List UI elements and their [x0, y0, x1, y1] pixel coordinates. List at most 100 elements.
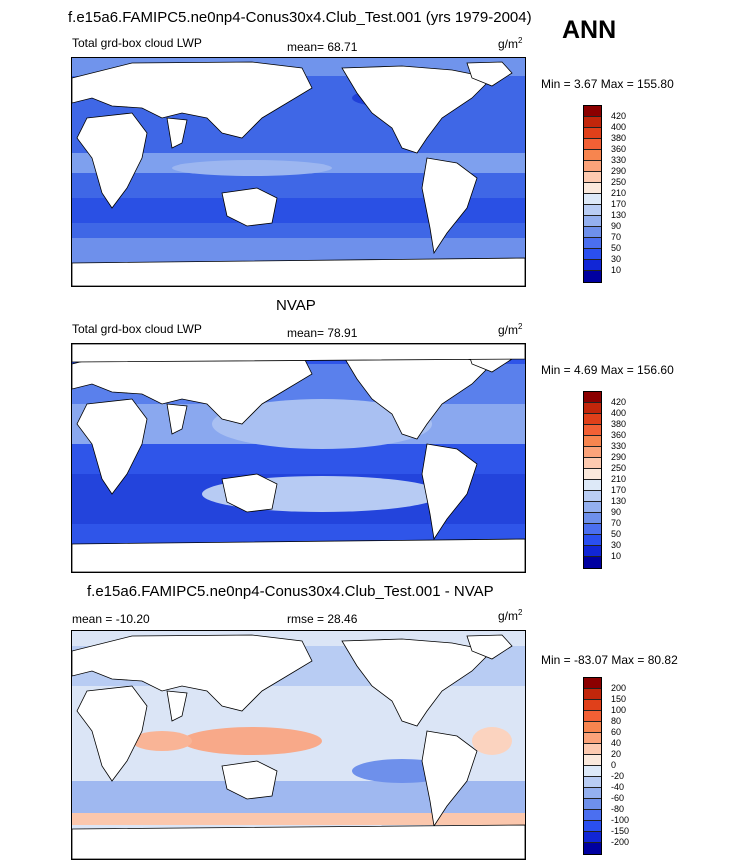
panel2-colorbar-label: 70 [611, 518, 622, 528]
panel1-colorbar-bin [584, 271, 601, 282]
panel1-colorbar-bin [584, 150, 601, 161]
panel1-colorbar-label: 380 [611, 133, 627, 143]
panel3-colorbar-bin [584, 843, 601, 854]
panel3-colorbar-bin [584, 733, 601, 744]
panel2-colorbar-label: 290 [611, 452, 627, 462]
panel1-colorbar-label: 30 [611, 254, 622, 264]
panel1-colorbar-bin [584, 161, 601, 172]
panel1-colorbar-label: 170 [611, 199, 627, 209]
panel2-colorbar-label: 10 [611, 551, 622, 561]
panel1-colorbar-label: 90 [611, 221, 622, 231]
panel1-variable-label: Total grd-box cloud LWP [72, 36, 202, 50]
panel2-colorbar-label: 250 [611, 463, 627, 473]
panel1-map-svg [72, 58, 525, 286]
panel2-colorbar-bin [584, 425, 601, 436]
panel3-colorbar [583, 677, 602, 855]
panel2-colorbar-bin [584, 414, 601, 425]
panel1-colorbar-bin [584, 106, 601, 117]
panel3-colorbar-label: 100 [611, 705, 627, 715]
panel1-colorbar-label: 420 [611, 111, 627, 121]
panel3-colorbar-bin [584, 744, 601, 755]
panel3-colorbar-label: 0 [611, 760, 617, 770]
panel1-title: f.e15a6.FAMIPC5.ne0np4-Conus30x4.Club_Te… [68, 9, 532, 26]
panel2-title: NVAP [276, 297, 316, 314]
panel1-colorbar-label: 360 [611, 144, 627, 154]
panel1-colorbar-bin [584, 205, 601, 216]
panel3-colorbar-bin [584, 810, 601, 821]
panel2-colorbar-bin [584, 447, 601, 458]
panel3-colorbar-bin [584, 700, 601, 711]
panel3-colorbar-label: -200 [611, 837, 630, 847]
panel1-colorbar-label: 70 [611, 232, 622, 242]
panel2-colorbar-label: 380 [611, 419, 627, 429]
panel3-colorbar-bin [584, 711, 601, 722]
panel1-colorbar-label: 130 [611, 210, 627, 220]
panel3-colorbar-bin [584, 799, 601, 810]
panel1-colorbar-bin [584, 139, 601, 150]
panel1-colorbar-label: 250 [611, 177, 627, 187]
panel2-colorbar-label: 210 [611, 474, 627, 484]
panel1-colorbar-label: 10 [611, 265, 622, 275]
panel3-colorbar-label: -60 [611, 793, 625, 803]
panel2-colorbar-bin [584, 403, 601, 414]
panel2-colorbar-bin [584, 458, 601, 469]
panel1-colorbar-bin [584, 227, 601, 238]
panel1-units: g/m2 [498, 36, 523, 51]
panel3-colorbar-label: 40 [611, 738, 622, 748]
panel3-colorbar-label: -150 [611, 826, 630, 836]
panel3-colorbar-bin [584, 788, 601, 799]
panel3-colorbar-bin [584, 689, 601, 700]
panel1-colorbar-bin [584, 183, 601, 194]
panel2-colorbar-bin [584, 392, 601, 403]
panel2-minmax: Min = 4.69 Max = 156.60 [541, 363, 674, 377]
panel2-colorbar-bin [584, 513, 601, 524]
panel2-colorbar-bin [584, 436, 601, 447]
panel2-colorbar-bin [584, 469, 601, 480]
panel3-minmax: Min = -83.07 Max = 80.82 [541, 653, 678, 667]
panel3-colorbar-bin [584, 766, 601, 777]
panel3-colorbar-label: 20 [611, 749, 622, 759]
panel2-colorbar-bin [584, 480, 601, 491]
panel3-rmse: rmse = 28.46 [287, 612, 358, 626]
panel2-colorbar-label: 330 [611, 441, 627, 451]
panel1-colorbar-label: 290 [611, 166, 627, 176]
panel3-colorbar-bin [584, 832, 601, 843]
panel3-colorbar-label: 80 [611, 716, 622, 726]
panel3-colorbar-label: -40 [611, 782, 625, 792]
panel1-colorbar-bin [584, 172, 601, 183]
panel3-colorbar-bin [584, 755, 601, 766]
panel1-colorbar-bin [584, 117, 601, 128]
panel1-map [71, 57, 526, 287]
panel2-variable-label: Total grd-box cloud LWP [72, 322, 202, 336]
panel1-colorbar-bin [584, 238, 601, 249]
panel1-colorbar-label: 50 [611, 243, 622, 253]
panel2-units: g/m2 [498, 322, 523, 337]
panel3-colorbar-bin [584, 777, 601, 788]
panel2-colorbar-bin [584, 524, 601, 535]
panel2-map-svg [72, 344, 525, 572]
panel1-colorbar-label: 330 [611, 155, 627, 165]
panel3-mean: mean = -10.20 [72, 612, 150, 626]
panel2-colorbar-label: 130 [611, 496, 627, 506]
panel1-colorbar [583, 105, 602, 283]
panel3-colorbar-label: 150 [611, 694, 627, 704]
panel2-mean: mean= 78.91 [287, 326, 358, 340]
panel3-title: f.e15a6.FAMIPC5.ne0np4-Conus30x4.Club_Te… [87, 583, 494, 600]
panel3-colorbar-label: 60 [611, 727, 622, 737]
panel3-units: g/m2 [498, 608, 523, 623]
panel3-map-svg [72, 631, 525, 859]
panel2-map [71, 343, 526, 573]
panel3-colorbar-label: -80 [611, 804, 625, 814]
panel3-colorbar-bin [584, 722, 601, 733]
panel2-colorbar-label: 30 [611, 540, 622, 550]
panel2-colorbar-bin [584, 502, 601, 513]
panel2-colorbar [583, 391, 602, 569]
panel3-colorbar-label: -100 [611, 815, 630, 825]
panel2-colorbar-label: 50 [611, 529, 622, 539]
panel1-mean: mean= 68.71 [287, 40, 358, 54]
panel1-colorbar-bin [584, 128, 601, 139]
panel1-colorbar-label: 210 [611, 188, 627, 198]
panel3-colorbar-bin [584, 821, 601, 832]
panel3-colorbar-label: -20 [611, 771, 625, 781]
season-label: ANN [562, 16, 617, 44]
